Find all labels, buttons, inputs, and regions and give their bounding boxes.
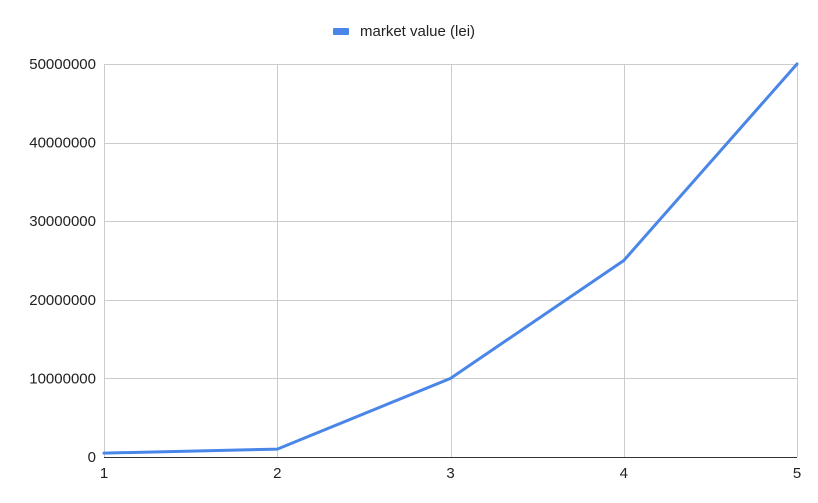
y-tick-label: 40000000 [29, 135, 96, 152]
y-tick-label: 0 [88, 449, 96, 466]
y-tick-label: 50000000 [29, 56, 96, 73]
gridlines [104, 64, 798, 457]
x-tick-label: 5 [793, 465, 801, 482]
x-tick-label: 3 [446, 465, 454, 482]
legend: market value (lei) [333, 23, 475, 40]
y-tick-label: 20000000 [29, 292, 96, 309]
y-tick-label: 30000000 [29, 213, 96, 230]
x-tick-label: 1 [100, 465, 108, 482]
x-tick-label: 4 [620, 465, 628, 482]
legend-label: market value (lei) [360, 23, 475, 40]
x-axis-ticks: 1 2 3 4 5 [100, 465, 801, 482]
x-tick-label: 2 [273, 465, 281, 482]
y-tick-label: 10000000 [29, 370, 96, 387]
legend-swatch [333, 28, 349, 35]
series-layer [102, 62, 799, 455]
y-axis-ticks: 0 10000000 20000000 30000000 40000000 5000000… [29, 56, 96, 466]
series-line [102, 62, 799, 455]
